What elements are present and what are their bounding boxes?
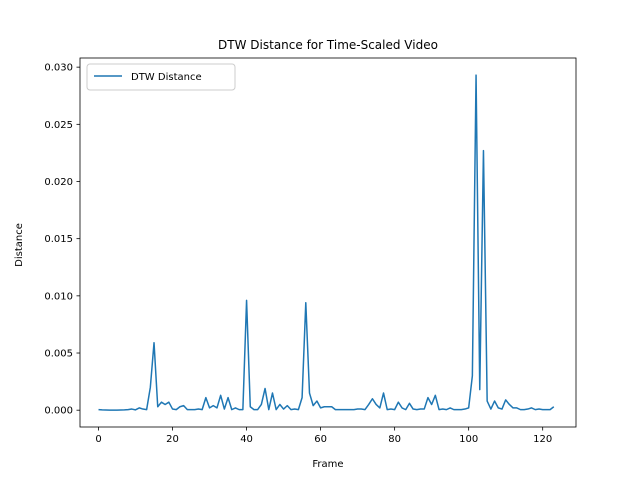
legend: DTW Distance xyxy=(86,63,236,91)
axes-frame xyxy=(79,57,577,428)
y-tick-label: 0.010 xyxy=(44,291,73,302)
legend-label-dtw-distance: DTW Distance xyxy=(131,72,202,83)
y-axis-label: Distance xyxy=(14,223,25,267)
legend-box xyxy=(86,63,236,91)
x-tick-label: 100 xyxy=(459,434,478,445)
x-tick-label: 20 xyxy=(166,434,179,445)
y-tick-label: 0.020 xyxy=(44,177,73,188)
x-tick-label: 60 xyxy=(314,434,327,445)
series-line-dtw-distance xyxy=(98,74,555,411)
y-tick-label: 0.000 xyxy=(44,406,73,417)
x-tick-label: 0 xyxy=(95,434,101,445)
x-axis-label: Frame xyxy=(312,459,343,470)
plot-area: 0 20 40 60 80 100 120 0.000 0.005 0.010 0.015 0.020… xyxy=(44,57,577,445)
axes-background xyxy=(80,58,576,427)
y-tick-label: 0.025 xyxy=(44,120,73,131)
x-tick-label: 40 xyxy=(240,434,253,445)
y-tick-label: 0.005 xyxy=(44,349,73,360)
y-tick-label: 0.030 xyxy=(44,63,73,74)
y-tick-label: 0.015 xyxy=(44,234,73,245)
x-tick-label: 120 xyxy=(533,434,552,445)
chart-title: DTW Distance for Time-Scaled Video xyxy=(218,38,438,52)
x-tick-label: 80 xyxy=(388,434,401,445)
